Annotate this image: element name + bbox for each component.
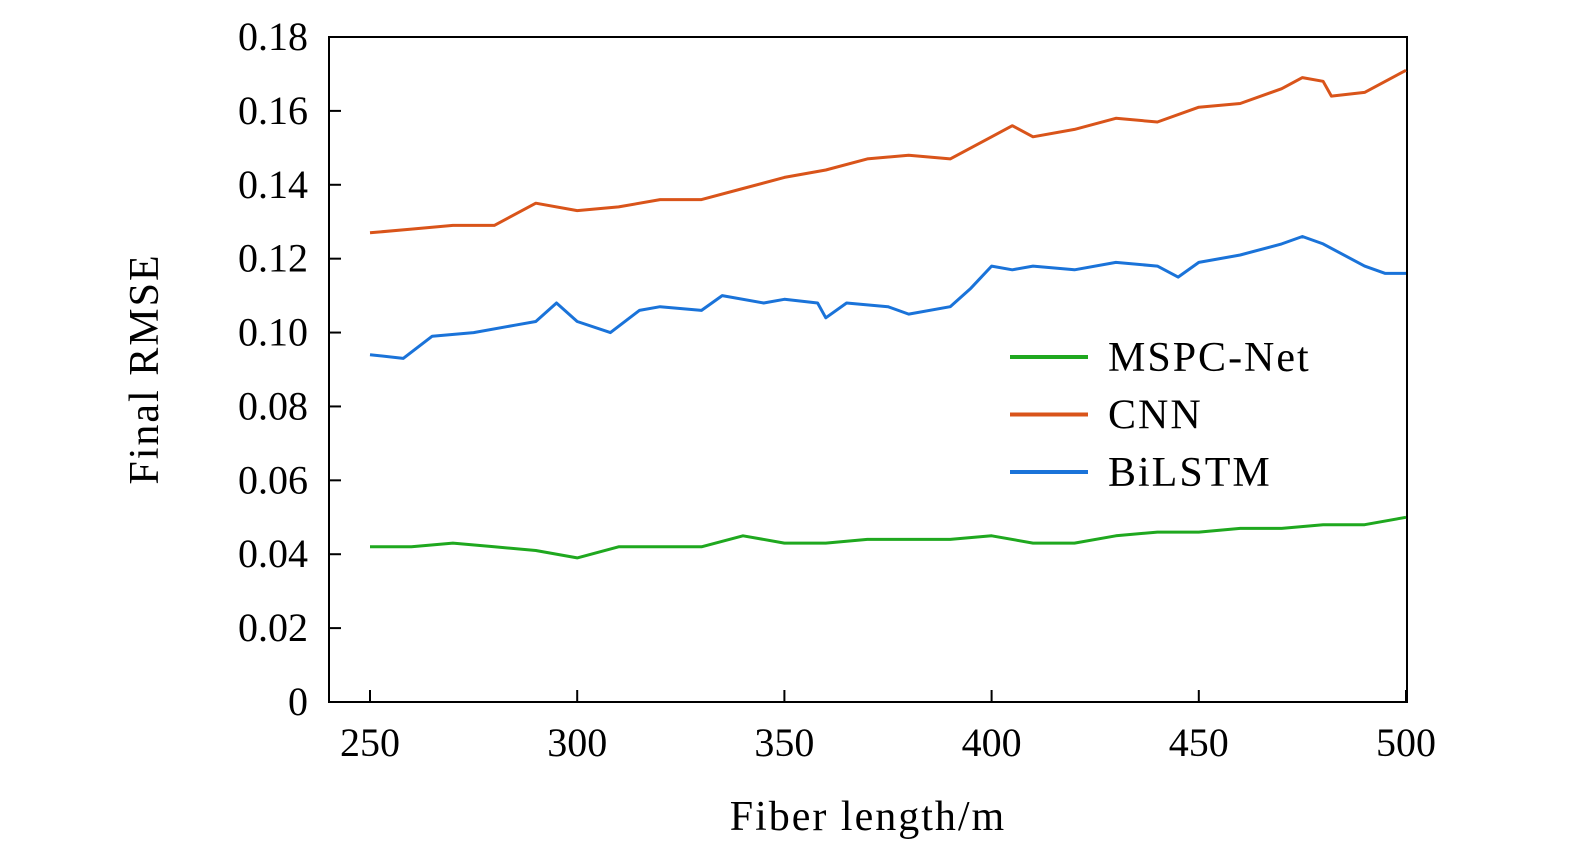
x-tick-label: 450 (1169, 720, 1229, 765)
x-tick-label: 500 (1376, 720, 1436, 765)
y-tick-label: 0.14 (238, 162, 308, 207)
series-line-mspc-net (370, 515, 1407, 560)
y-tick-label: 0.06 (238, 457, 308, 502)
series-line-bilstm (369, 235, 1406, 360)
y-tick-label: 0.18 (238, 14, 308, 59)
legend-label: BiLSTM (1108, 450, 1272, 496)
y-tick-label: 0 (288, 679, 308, 724)
x-axis-label: Fiber length/m (730, 794, 1006, 840)
x-tick-label: 250 (340, 720, 400, 765)
legend-label: CNN (1108, 393, 1203, 439)
y-tick-label: 0.04 (238, 531, 308, 576)
legend: MSPC-Net CNN BiLSTM (1010, 335, 1311, 496)
y-tick-label: 0.12 (238, 236, 308, 281)
x-tick-label: 350 (754, 720, 814, 765)
y-tick-label: 0.02 (238, 605, 308, 650)
y-axis-label: Final RMSE (122, 253, 168, 484)
x-tick-label: 400 (962, 720, 1022, 765)
series-line-cnn (369, 68, 1407, 235)
y-tick-label: 0.10 (238, 310, 308, 355)
plot-frame (328, 36, 1408, 703)
y-tick-label: 0.08 (238, 383, 308, 428)
y-tick-label: 0.16 (238, 88, 308, 133)
legend-label: MSPC-Net (1108, 335, 1311, 381)
x-tick-label: 300 (547, 720, 607, 765)
